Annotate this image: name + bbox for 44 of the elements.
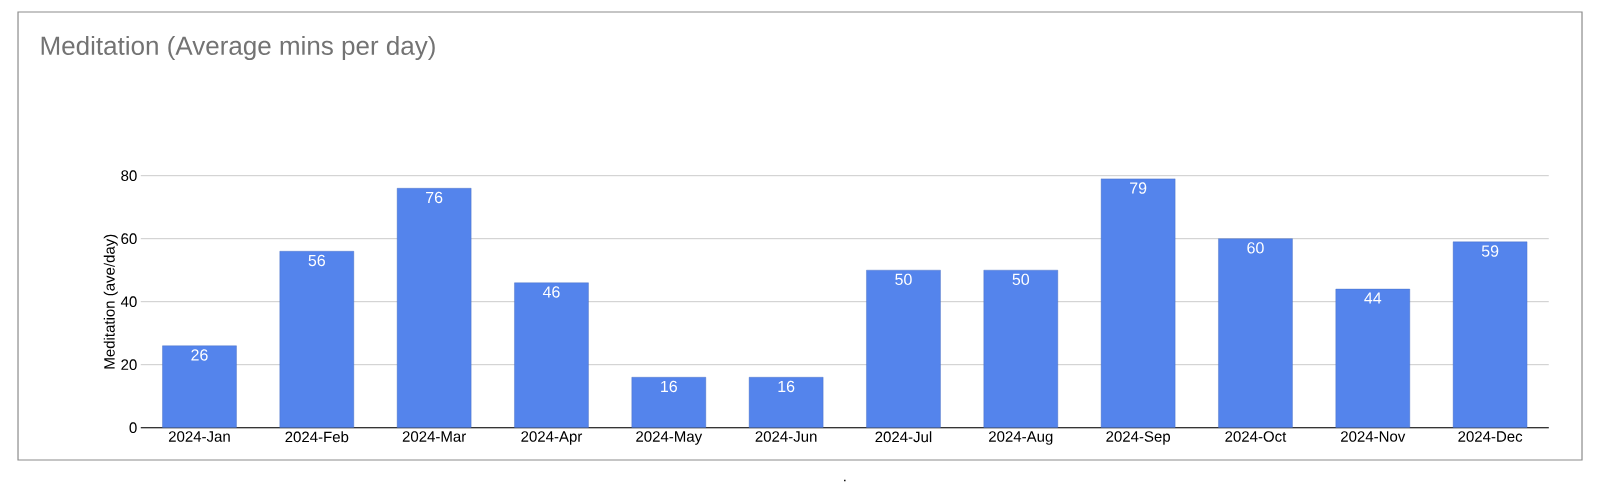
x-tick-label: 2024-Jun bbox=[755, 431, 817, 443]
bar bbox=[631, 377, 707, 428]
bar bbox=[1218, 238, 1293, 428]
y-axis-title: Meditation (ave/day) bbox=[103, 234, 118, 369]
data-label: 79 bbox=[1130, 182, 1147, 194]
bar bbox=[1452, 241, 1528, 428]
bar bbox=[983, 270, 1058, 428]
bar bbox=[1100, 178, 1176, 428]
data-label: 59 bbox=[1481, 245, 1499, 257]
x-tick-label: 2024-Feb bbox=[285, 431, 349, 443]
x-tick-label: 2024-Jul bbox=[875, 431, 932, 443]
y-tick-label: 60 bbox=[121, 233, 137, 245]
bar bbox=[748, 377, 824, 428]
x-tick-label: 2024-Oct bbox=[1225, 431, 1287, 443]
data-label: 44 bbox=[1364, 292, 1382, 304]
y-tick-label: 20 bbox=[121, 359, 137, 371]
data-label: 50 bbox=[895, 273, 912, 286]
data-label: 60 bbox=[1247, 242, 1264, 254]
x-tick-label: 2024-Sep bbox=[1106, 431, 1171, 445]
bar bbox=[866, 270, 941, 428]
chart-title: Meditation (Average mins per day) bbox=[41, 36, 435, 61]
bar bbox=[514, 282, 589, 428]
data-label: 50 bbox=[1012, 273, 1030, 286]
bar bbox=[1335, 289, 1410, 428]
y-tick-label: 80 bbox=[121, 170, 137, 182]
x-axis-title: . bbox=[844, 479, 846, 482]
data-label: 56 bbox=[308, 255, 325, 267]
x-tick-label: 2024-Apr bbox=[521, 431, 583, 445]
data-label: 16 bbox=[661, 381, 677, 393]
bar bbox=[279, 251, 355, 428]
x-tick-label: 2024-Mar bbox=[402, 431, 466, 443]
data-label: 26 bbox=[191, 349, 208, 361]
data-label: 16 bbox=[778, 381, 795, 393]
data-label: 46 bbox=[542, 286, 560, 298]
x-tick-label: 2024-Nov bbox=[1341, 431, 1406, 443]
data-label: 76 bbox=[426, 192, 443, 204]
x-tick-label: 2024-Aug bbox=[989, 431, 1053, 445]
y-tick-label: 0 bbox=[129, 422, 137, 434]
bar bbox=[396, 188, 472, 428]
bar bbox=[162, 345, 237, 428]
x-tick-label: 2024-May bbox=[636, 431, 703, 445]
y-tick-label: 40 bbox=[120, 296, 137, 308]
x-tick-label: 2024-Jan bbox=[168, 431, 230, 443]
x-tick-label: 2024-Dec bbox=[1458, 431, 1523, 443]
